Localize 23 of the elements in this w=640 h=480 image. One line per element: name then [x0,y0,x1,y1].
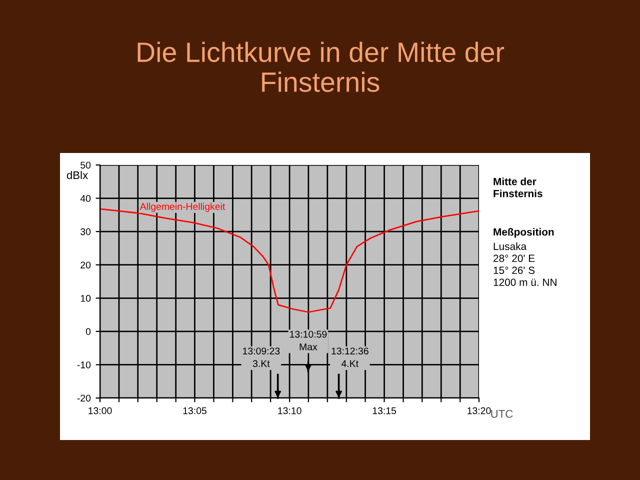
y-axis-title: dBlx [66,170,88,180]
y-tick-label: 40 [80,195,91,202]
y-tick-label: -20 [77,394,91,402]
x-tick-label: 13:15 [372,407,396,414]
x-tick-label: 13:05 [183,407,206,414]
y-tick-label: 0 [86,328,91,336]
text: Lusaka 28° 20' E 15° 26' S 1200 m ü. NN [494,242,556,286]
y-tick-label: 10 [80,294,91,302]
x-axis-title: UTC [491,410,513,418]
y-tick-label: 20 [80,262,91,268]
chart-title: Die Lichtkurve in der Mitte der Finsternis [138,42,504,92]
text: Mitte der Finsternis [494,178,542,198]
x-tick-label: 13:20 [468,407,491,414]
y-tick-label: 30 [80,228,91,236]
ref-line-label: 13:10:59 Max [290,330,327,350]
text: Meßposition [494,228,554,238]
y-tick-label: 50 [80,162,91,169]
series-label: Allgemein-Helligkeit [140,202,226,212]
ref-line-label: 13:12:36 4.Kt [332,348,368,368]
ref-line-label: 13:09:23 3.Kt [243,348,280,368]
y-tick-label: -10 [77,361,91,368]
x-tick-label: 13:00 [88,407,112,414]
x-tick-label: 13:10 [278,407,302,414]
